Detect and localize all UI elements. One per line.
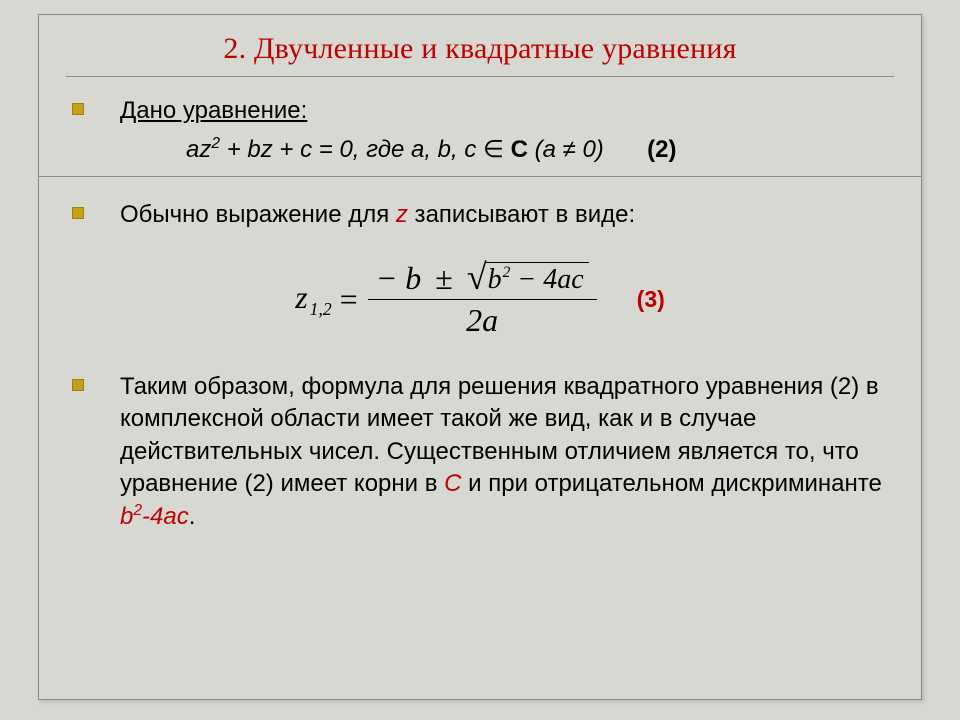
set-C-red: C	[444, 470, 461, 497]
bullet-icon	[72, 379, 84, 391]
concl-period: .	[189, 503, 196, 530]
given-text: Дано уравнение:	[120, 95, 894, 127]
rad-b: b	[488, 264, 502, 295]
formula-z: z	[295, 279, 307, 315]
sqrt: √ b2 − 4ac	[467, 262, 589, 296]
bullet-icon	[72, 103, 84, 115]
z-variable: z	[396, 201, 408, 228]
given-label: Дано уравнение:	[120, 97, 307, 124]
neg-b: − b	[376, 260, 422, 296]
set-C: C	[504, 136, 535, 163]
conclusion-text: Таким образом, формула для решения квадр…	[120, 371, 894, 534]
bullet-given: Дано уравнение:	[66, 95, 894, 127]
intro-before: Обычно выражение для	[120, 201, 396, 228]
slide-title: 2. Двучленные и квадратные уравнения	[66, 32, 894, 77]
eq-sup2: 2	[211, 135, 220, 152]
elem-symbol: ∈	[483, 136, 504, 163]
formula-numerator: − b ± √ b2 − 4ac	[368, 258, 597, 299]
discriminant: b2-4ac	[120, 503, 189, 530]
eq3-number: (3)	[637, 286, 665, 313]
formula-lhs: z1,2	[295, 279, 331, 320]
slide-content: 2. Двучленные и квадратные уравнения Дан…	[38, 14, 922, 700]
discr-rest: -4ac	[142, 503, 189, 530]
discr-b: b	[120, 503, 133, 530]
rad-rest: − 4ac	[510, 264, 583, 295]
formula-sub: 1,2	[310, 299, 332, 319]
eq-az: az	[186, 136, 211, 163]
radicand: b2 − 4ac	[485, 262, 589, 296]
quadratic-formula: z1,2 = − b ± √ b2 − 4ac 2a	[295, 258, 596, 341]
formula-fraction: − b ± √ b2 − 4ac 2a	[368, 258, 597, 341]
formula-eq: =	[340, 281, 358, 318]
section-divider	[38, 176, 922, 177]
eq-cond: (a ≠ 0)	[535, 136, 604, 163]
bullet-icon	[72, 207, 84, 219]
bullet-usual: Обычно выражение для z записывают в виде…	[66, 199, 894, 231]
eq-mid: + bz + c = 0, где a, b, c	[220, 136, 483, 163]
eq2-number: (2)	[647, 136, 676, 163]
bullet-conclusion: Таким образом, формула для решения квадр…	[66, 371, 894, 534]
usual-text: Обычно выражение для z записывают в виде…	[120, 199, 894, 231]
formula-denominator: 2a	[458, 300, 506, 341]
intro-after: записывают в виде:	[408, 201, 635, 228]
formula-block: z1,2 = − b ± √ b2 − 4ac 2a (3)	[66, 258, 894, 341]
concl-mid: и при отрицательном дискриминанте	[461, 470, 881, 497]
equation-2: az2 + bz + c = 0, где a, b, c ∈ C (a ≠ 0…	[186, 135, 894, 164]
discr-sup: 2	[133, 502, 142, 519]
plus-minus: ±	[429, 260, 459, 296]
